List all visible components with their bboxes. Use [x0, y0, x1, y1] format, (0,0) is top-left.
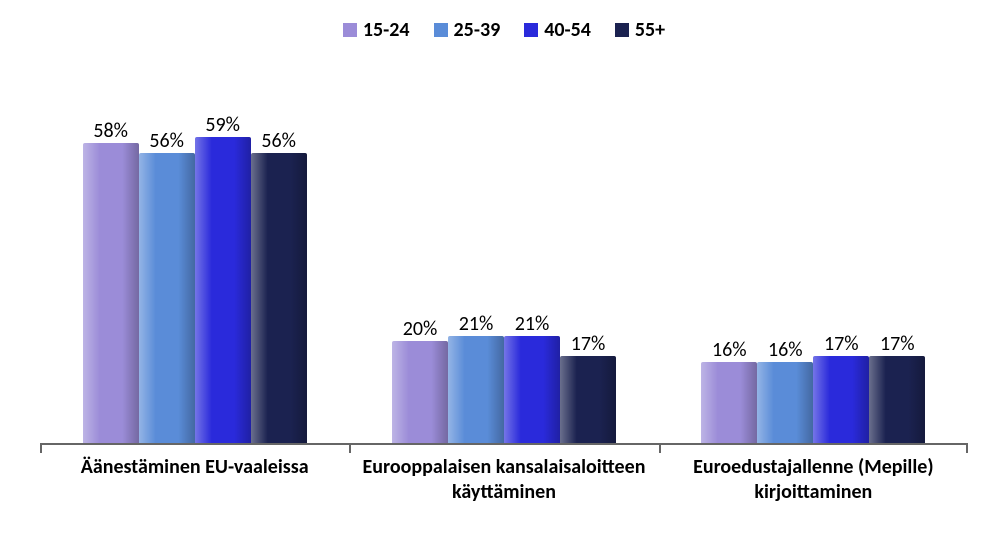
legend-swatch: [615, 23, 629, 37]
legend: 15-24 25-39 40-54 55+: [0, 18, 1008, 42]
bar-value-label: 21%: [515, 312, 550, 336]
bar: 59%: [195, 137, 251, 445]
bar-group: 16% 16% 17% 17% Euroedustajallenne (Mepi…: [659, 80, 968, 445]
plot-area: 58% 56% 59% 56% Äänestäminen EU-vaaleiss…: [40, 80, 968, 445]
bar-value-label: 20%: [403, 317, 438, 341]
legend-swatch: [524, 23, 538, 37]
legend-item: 40-54: [524, 18, 591, 42]
bar-value-label: 17%: [571, 332, 606, 356]
category-label: Euroedustajallenne (Mepille) kirjoittami…: [659, 445, 968, 505]
bar: 16%: [701, 362, 757, 445]
bar-value-label: 17%: [824, 332, 859, 356]
x-axis-baseline: [40, 443, 968, 445]
bar-value-label: 59%: [205, 113, 240, 137]
bar-value-label: 56%: [261, 129, 296, 153]
bar-chart: 15-24 25-39 40-54 55+ 58% 56%: [0, 0, 1008, 545]
category-label: Eurooppalaisen kansalaisaloitteen käyttä…: [349, 445, 658, 505]
bar: 20%: [392, 341, 448, 445]
bar-value-label: 58%: [93, 119, 128, 143]
legend-swatch: [434, 23, 448, 37]
bar-group: 20% 21% 21% 17% Eurooppalaisen kansalais…: [349, 80, 658, 445]
bar: 17%: [813, 356, 869, 445]
bar: 16%: [757, 362, 813, 445]
bar: 56%: [251, 153, 307, 445]
legend-label: 40-54: [544, 18, 591, 42]
bar: 21%: [504, 336, 560, 446]
legend-label: 25-39: [454, 18, 501, 42]
bar: 56%: [139, 153, 195, 445]
bar: 21%: [448, 336, 504, 446]
bar-value-label: 56%: [149, 129, 184, 153]
bar: 17%: [869, 356, 925, 445]
legend-swatch: [343, 23, 357, 37]
legend-label: 55+: [635, 18, 665, 42]
bar-group: 58% 56% 59% 56% Äänestäminen EU-vaaleiss…: [40, 80, 349, 445]
legend-item: 25-39: [434, 18, 501, 42]
bar-value-label: 16%: [768, 338, 803, 362]
legend-item: 55+: [615, 18, 665, 42]
legend-label: 15-24: [363, 18, 410, 42]
bar-groups: 58% 56% 59% 56% Äänestäminen EU-vaaleiss…: [40, 80, 968, 445]
bar-value-label: 21%: [459, 312, 494, 336]
bar: 58%: [83, 143, 139, 445]
bar-value-label: 16%: [712, 338, 747, 362]
bar: 17%: [560, 356, 616, 445]
bar-value-label: 17%: [880, 332, 915, 356]
category-label: Äänestäminen EU-vaaleissa: [40, 445, 349, 480]
legend-item: 15-24: [343, 18, 410, 42]
